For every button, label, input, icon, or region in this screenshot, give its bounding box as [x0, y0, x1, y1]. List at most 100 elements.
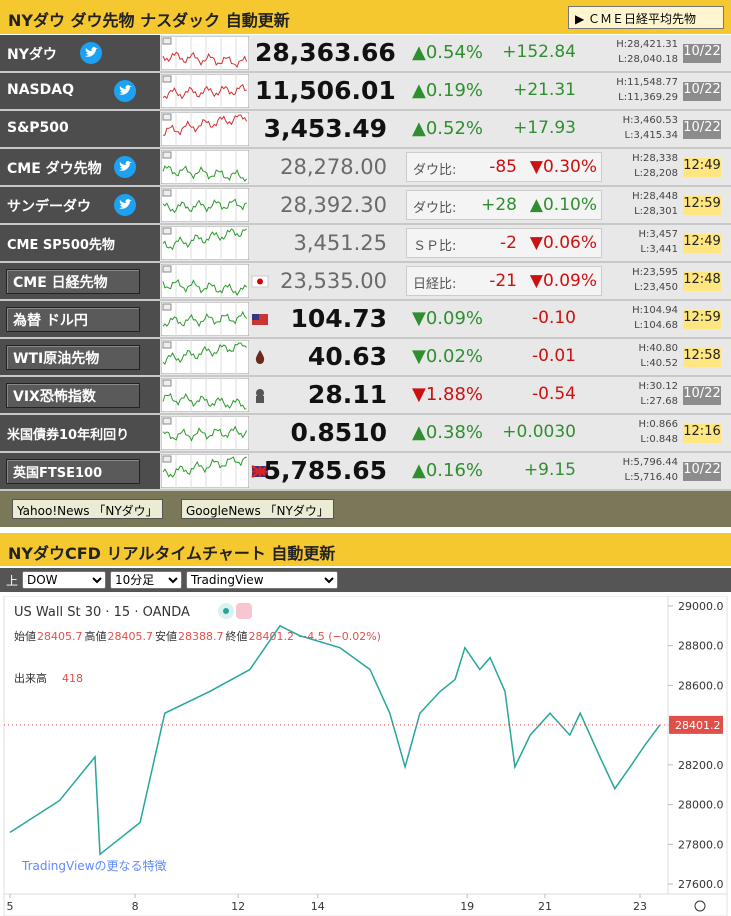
last-price-label: 28401.2 — [675, 719, 721, 732]
price: 28.11 — [307, 380, 387, 409]
flag-icon — [255, 350, 265, 364]
interval-select[interactable]: 10分足 — [110, 571, 182, 589]
name: NASDAQ — [7, 82, 74, 98]
chart-title: US Wall St 30 · 15 · OANDA — [14, 605, 190, 620]
sparkline — [161, 454, 249, 488]
time: 12:58 — [683, 348, 721, 367]
high: H:40.80 — [638, 343, 678, 354]
twitter-icon — [114, 194, 136, 216]
nikkei-button[interactable]: ▶ ＣＭＥ日経平均先物 — [568, 6, 724, 29]
low: L:11,369.29 — [618, 92, 678, 103]
sparkline — [161, 226, 249, 260]
ohlc-value: 28388.7 — [178, 630, 224, 643]
name-cell: S&P500 — [0, 111, 160, 147]
sparkline — [161, 36, 249, 70]
spark-tab — [162, 189, 172, 197]
quote-row: CME ダウ先物 28,278.00 ダウ比: -85 ▼0.30% H:28,338 L:… — [0, 149, 731, 187]
sparkline — [161, 302, 249, 336]
y-tick-label: 28000.0 — [678, 799, 724, 812]
sparkline — [161, 188, 249, 222]
change-pct: ▲0.52% — [412, 118, 484, 139]
high: H:3,457 — [638, 229, 678, 240]
name-cell: 為替 ドル円 — [0, 301, 160, 337]
y-tick-label: 29000.0 — [678, 600, 724, 613]
y-tick-label: 28800.0 — [678, 640, 724, 653]
compare-label: ダウ比: — [413, 201, 457, 216]
flag-icon — [252, 314, 268, 325]
high: H:3,460.53 — [622, 115, 678, 126]
high: H:11,548.77 — [616, 77, 678, 88]
name: CME 日経先物 — [6, 269, 140, 294]
price-line — [9, 624, 661, 856]
flag-icon — [251, 464, 269, 479]
price: 23,535.00 — [280, 269, 387, 293]
ohlc-change: −4.5 (−0.02%) — [298, 630, 381, 643]
spark-line — [162, 84, 247, 100]
time: 10/22 — [683, 44, 721, 63]
time: 12:49 — [683, 158, 721, 177]
high: H:30.12 — [638, 381, 678, 392]
twitter-icon — [114, 156, 136, 178]
header-title: NYダウ ダウ先物 ナスダック 自動更新 — [8, 11, 290, 30]
bird — [119, 161, 132, 171]
x-tick-label: 19 — [460, 900, 474, 913]
low: L:40.52 — [640, 358, 678, 369]
time: 10/22 — [683, 120, 721, 139]
change-pct: ▼0.09% — [412, 308, 484, 329]
bird — [85, 47, 98, 57]
change-pct: ▲0.38% — [412, 422, 484, 443]
drop — [255, 350, 265, 364]
spark-tab — [162, 37, 172, 45]
quote-row: VIX恐怖指数 28.11 ▼1.88% -0.54 H:30.12 L:27.68 10/… — [0, 377, 731, 415]
name: CME ダウ先物 — [7, 161, 102, 177]
spark-line — [162, 456, 247, 478]
price: 40.63 — [307, 342, 387, 371]
spark-tab — [162, 75, 172, 83]
name-cell: サンデーダウ — [0, 187, 160, 223]
source-select[interactable]: TradingView — [186, 571, 338, 589]
sparkline — [161, 150, 249, 184]
low: L:23,450 — [634, 282, 678, 293]
name: CME SP500先物 — [7, 238, 115, 253]
time: 12:59 — [683, 196, 721, 215]
spark-line — [162, 342, 247, 366]
name: NYダウ — [7, 47, 57, 63]
change-pct: ▼1.88% — [412, 384, 484, 405]
change-pct: ▼0.09% — [529, 271, 597, 291]
compare-label: ＳＰ比: — [413, 239, 457, 254]
name-cell: CME 日経先物 — [0, 263, 160, 299]
change-pct: ▲0.19% — [412, 80, 484, 101]
ohlc-label: 始値 — [14, 629, 36, 643]
name: WTI原油先物 — [6, 345, 140, 370]
change: -85 — [489, 157, 517, 177]
flag-icon — [251, 275, 269, 288]
flag-cross — [251, 464, 269, 479]
settings-icon[interactable] — [694, 900, 706, 912]
time: 12:49 — [683, 234, 721, 253]
quote-row: WTI原油先物 40.63 ▼0.02% -0.01 H:40.80 L:40.52 12:… — [0, 339, 731, 377]
change-pct: ▲0.54% — [412, 42, 484, 63]
x-tick-label: 14 — [311, 900, 325, 913]
chart: US Wall St 30 · 15 · OANDA 出来高 418 Tradi… — [3, 596, 728, 916]
high: H:23,595 — [632, 267, 678, 278]
spark-tab — [162, 303, 172, 311]
compare-box: ＳＰ比: -2 ▼0.06% — [406, 228, 602, 258]
name: 米国債券10年利回り — [7, 428, 130, 443]
footer-link[interactable]: TradingViewの更なる特徴 — [21, 858, 167, 873]
spark-tab — [162, 227, 172, 235]
sparkline — [161, 74, 249, 108]
x-tick-label: 23 — [633, 900, 647, 913]
price: 104.73 — [290, 304, 387, 333]
symbol-select[interactable]: DOW — [22, 571, 106, 589]
sparkline — [161, 112, 249, 146]
chart-frame — [3, 596, 728, 916]
time: 12:16 — [683, 424, 721, 443]
y-tick-label: 28200.0 — [678, 759, 724, 772]
ohlc-value: 28405.7 — [108, 630, 154, 643]
name: サンデーダウ — [7, 199, 91, 215]
x-tick-label: 8 — [132, 900, 139, 913]
link[interactable]: GoogleNews 「NYダウ」 — [181, 499, 334, 519]
quote-row: サンデーダウ 28,392.30 ダウ比: +28 ▲0.10% H:28,448 L:28… — [0, 187, 731, 225]
link[interactable]: Yahoo!News 「NYダウ」 — [12, 499, 163, 519]
name: 英国FTSE100 — [6, 459, 140, 484]
